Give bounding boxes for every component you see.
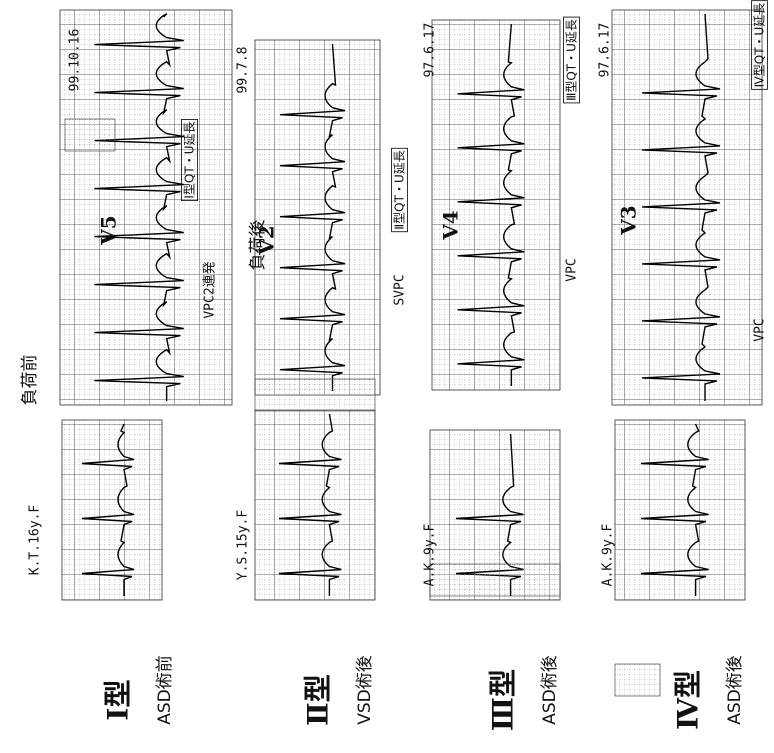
calibration bbox=[65, 119, 115, 151]
lead: V5 bbox=[97, 215, 121, 245]
date: 97.6.17 bbox=[423, 23, 438, 78]
annotation: VPC2連発 bbox=[203, 261, 218, 318]
condition: ASD術後 bbox=[725, 655, 745, 725]
annotation: VPC bbox=[565, 258, 580, 281]
figure: 負荷前負荷後K.T.16y.F99.10.16V5VPC2連発Ⅰ型QT・U延長Ⅰ… bbox=[0, 0, 774, 753]
lead: V4 bbox=[439, 210, 463, 241]
type-label: Ⅲ型 bbox=[487, 669, 520, 731]
type-label: Ⅰ型 bbox=[102, 679, 135, 720]
annotation-boxed: Ⅰ型QT・U延長 bbox=[183, 121, 197, 198]
lead: V2 bbox=[255, 225, 279, 255]
date: 99.10.16 bbox=[68, 29, 83, 92]
annotation-boxed: Ⅳ型QT・U延長 bbox=[753, 3, 767, 88]
ecg-grid bbox=[615, 420, 745, 600]
calibration bbox=[430, 564, 560, 596]
condition: VSD術後 bbox=[355, 655, 375, 725]
ecg-grid bbox=[255, 40, 380, 395]
date: 99.7.8 bbox=[236, 47, 251, 94]
ecg-grid bbox=[60, 10, 232, 405]
condition: ASD術後 bbox=[540, 655, 560, 725]
ecg-grid bbox=[62, 420, 162, 600]
calibration bbox=[615, 664, 660, 696]
date: 97.6.17 bbox=[598, 23, 613, 78]
patient: K.T.16y.F bbox=[28, 505, 43, 576]
ecg-grid bbox=[432, 20, 560, 390]
condition: ASD術前 bbox=[155, 655, 175, 725]
patient: A.K.9y.F bbox=[601, 524, 616, 587]
ecg-strips bbox=[60, 10, 762, 696]
patient: A.K.9y.F bbox=[423, 524, 438, 587]
annotation: SVPC bbox=[393, 274, 408, 305]
type-label: Ⅱ型 bbox=[302, 674, 335, 726]
annotation-boxed: Ⅲ型QT・U延長 bbox=[565, 19, 579, 101]
annotation-boxed: Ⅱ型QT・U延長 bbox=[393, 150, 407, 229]
lead: V3 bbox=[617, 205, 641, 235]
annotation: VPC bbox=[753, 318, 768, 341]
calibration bbox=[255, 379, 375, 411]
pre-label: 負荷前 bbox=[20, 355, 40, 406]
patient: Y.S.15y.F bbox=[236, 510, 251, 581]
type-label: Ⅳ型 bbox=[672, 670, 705, 730]
